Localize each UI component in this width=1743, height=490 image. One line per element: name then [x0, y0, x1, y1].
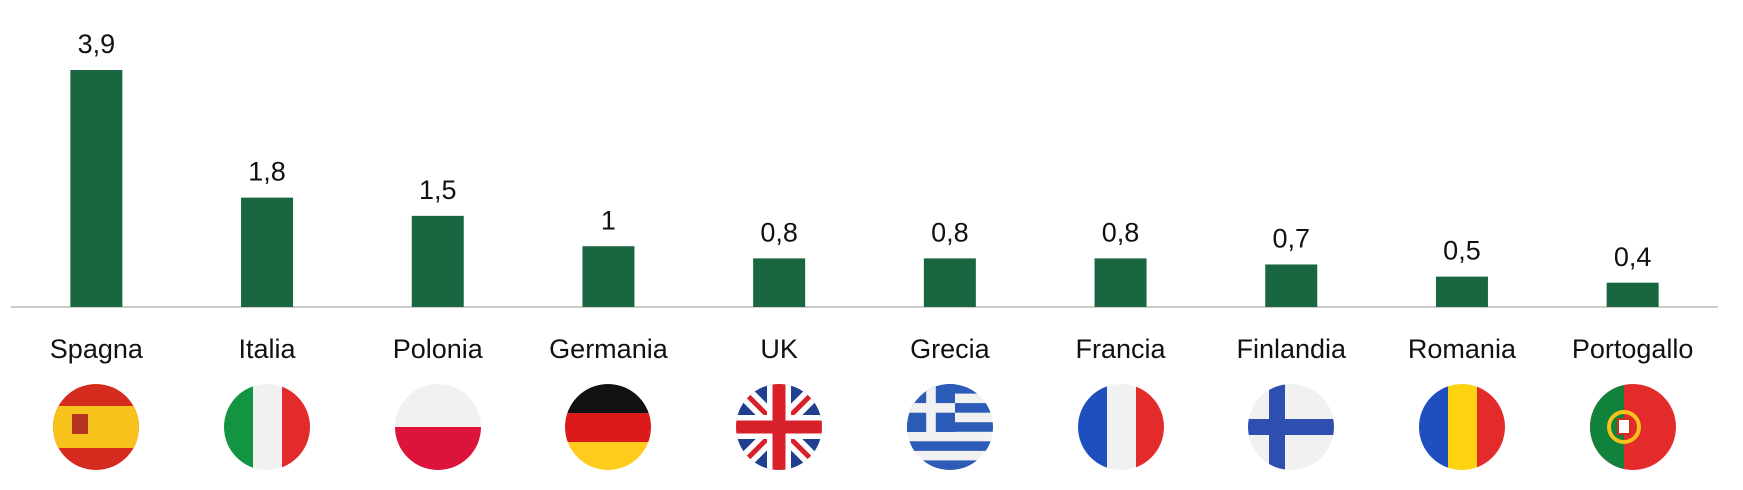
flag-portugal [1590, 384, 1676, 470]
flag-france [1078, 384, 1164, 470]
bar [923, 258, 976, 307]
data-label: 1,8 [248, 157, 286, 187]
bar [1435, 276, 1488, 307]
data-label: 0,4 [1614, 242, 1652, 272]
data-label: 3,9 [78, 29, 116, 59]
flag-uk [736, 384, 822, 470]
data-label: 0,8 [760, 218, 798, 248]
bar [753, 258, 806, 307]
flag-poland [395, 384, 481, 470]
flag-greece [907, 384, 993, 470]
data-label: 1 [601, 205, 616, 235]
bar [582, 246, 635, 307]
flag-spain [53, 384, 139, 470]
data-label: 0,7 [1272, 224, 1310, 254]
bar [70, 70, 123, 307]
data-label: 0,8 [1102, 218, 1140, 248]
x-tick-label: Finlandia [1236, 334, 1347, 364]
x-tick-label: Portogallo [1572, 334, 1694, 364]
bar [241, 197, 294, 307]
flag-italy [224, 384, 310, 470]
bar [1265, 264, 1318, 307]
flag-germany [565, 384, 651, 470]
bar [1606, 282, 1659, 307]
x-tick-label: Francia [1076, 334, 1167, 364]
x-tick-label: Romania [1408, 334, 1517, 364]
x-tick-label: UK [760, 334, 798, 364]
data-label: 0,5 [1443, 236, 1481, 266]
flag-romania [1419, 384, 1505, 470]
x-tick-label: Spagna [50, 334, 144, 364]
flag-finland [1248, 384, 1334, 470]
data-label: 0,8 [931, 218, 969, 248]
x-tick-label: Italia [239, 334, 297, 364]
x-tick-label: Polonia [393, 334, 484, 364]
data-label: 1,5 [419, 175, 457, 205]
x-tick-label: Grecia [910, 334, 991, 364]
bar [1094, 258, 1147, 307]
bar [411, 215, 464, 307]
x-tick-label: Germania [549, 334, 669, 364]
